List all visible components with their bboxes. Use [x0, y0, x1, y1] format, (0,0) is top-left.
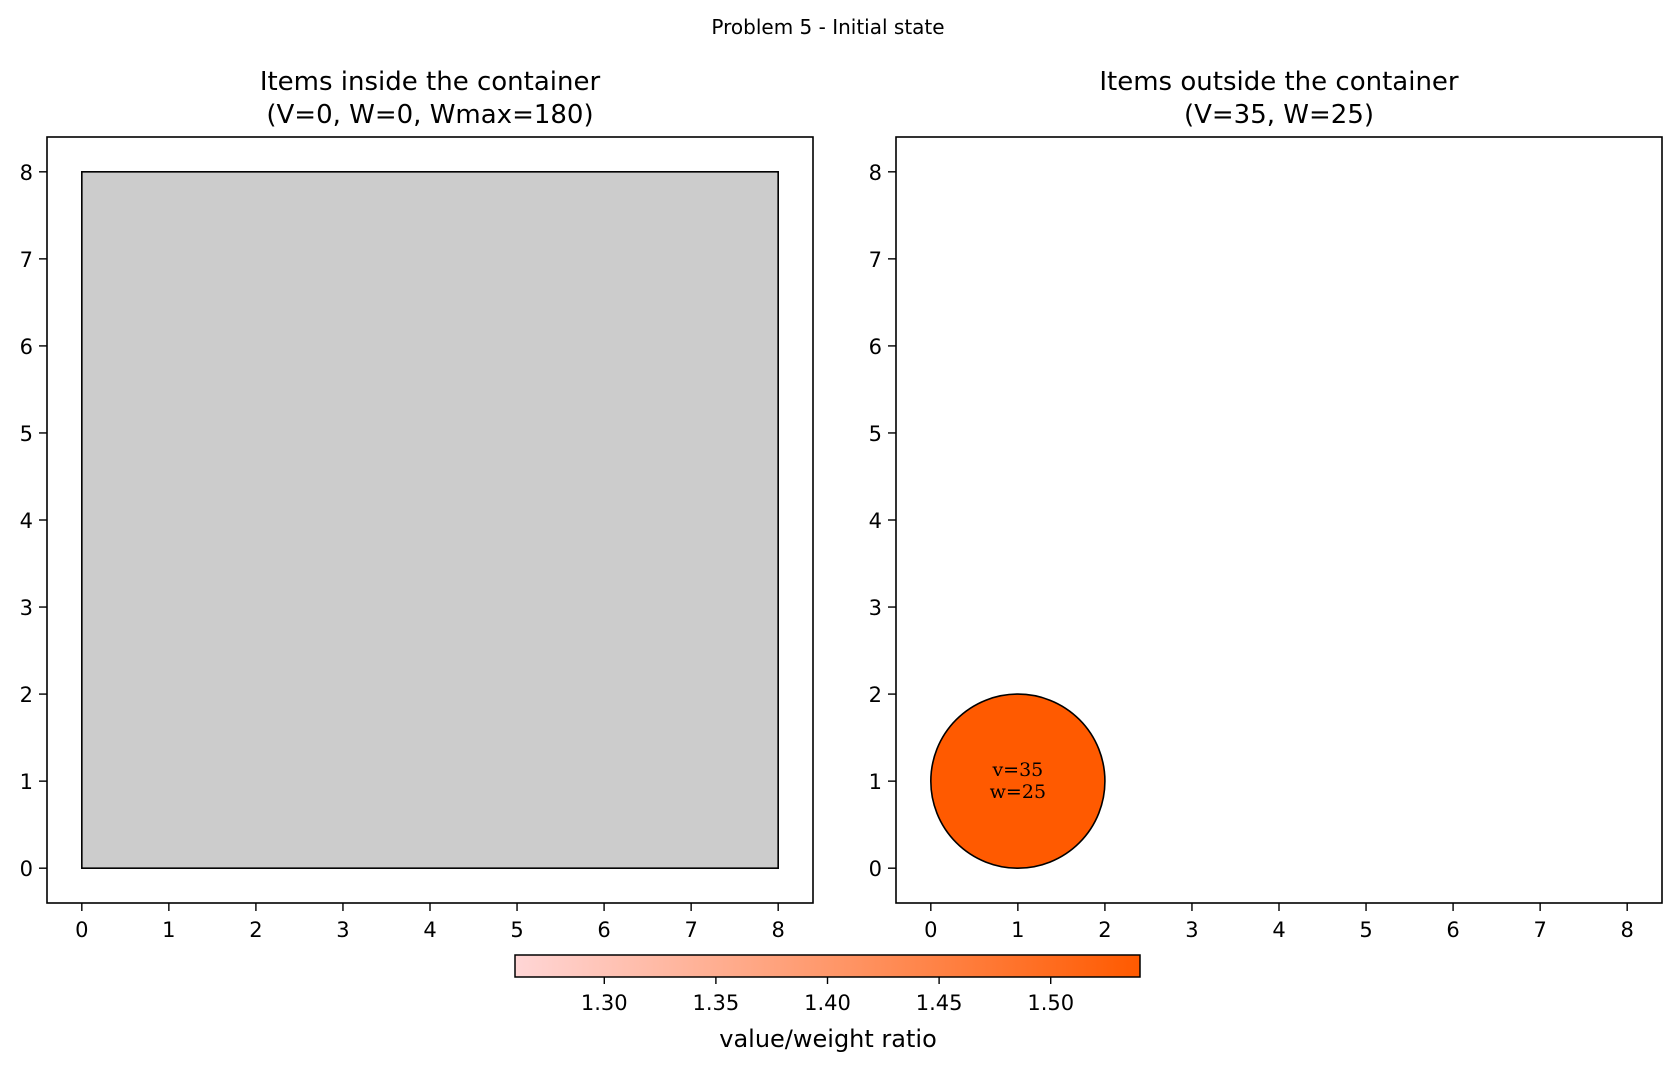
x-tick-label: 3: [336, 918, 349, 942]
x-tick-label: 1: [1011, 918, 1024, 942]
x-tick-label: 6: [597, 918, 610, 942]
panel-items-inside: Items inside the container(V=0, W=0, Wma…: [20, 67, 814, 942]
y-tick-label: 4: [20, 509, 33, 533]
colorbar: 1.30 1.35 1.40 1.45 1.50 value/weight ratio: [514, 954, 1141, 1053]
colorbar-tick-label: 1.30: [581, 991, 628, 1015]
colorbar-ticks: 1.30 1.35 1.40 1.45 1.50: [581, 977, 1074, 1015]
figure-suptitle: Problem 5 - Initial state: [711, 15, 944, 39]
y-tick-label: 2: [20, 683, 33, 707]
y-tick-label: 5: [869, 422, 882, 446]
y-tick-label: 6: [869, 335, 882, 359]
y-tick-label: 5: [20, 422, 33, 446]
panel-title-inside-line-2: (V=0, W=0, Wmax=180): [266, 100, 593, 130]
panel-title-outside-line-1: Items outside the container: [1099, 67, 1459, 97]
x-tick-label: 8: [771, 918, 784, 942]
y-tick-label: 3: [20, 596, 33, 620]
panel-title-outside-line-2: (V=35, W=25): [1184, 100, 1374, 130]
y-tick-label: 3: [869, 596, 882, 620]
x-tick-label: 3: [1185, 918, 1198, 942]
x-tick-label: 5: [510, 918, 523, 942]
x-tick-label: 0: [924, 918, 937, 942]
x-tick-label: 4: [1272, 918, 1285, 942]
x-tick-label: 4: [423, 918, 436, 942]
colorbar-tick-label: 1.40: [804, 991, 851, 1015]
item-circle: [930, 693, 1106, 869]
y-tick-label: 7: [20, 248, 33, 272]
x-tick-label: 8: [1620, 918, 1633, 942]
item-label-line-1: v=35: [991, 759, 1043, 781]
y-tick-label: 0: [20, 857, 33, 881]
y-tick-label: 1: [20, 770, 33, 794]
colorbar-tick-label: 1.35: [693, 991, 740, 1015]
y-tick-label: 1: [869, 770, 882, 794]
x-tick-label: 7: [1533, 918, 1546, 942]
y-tick-label: 8: [20, 161, 33, 185]
panel-items-outside: Items outside the container(V=35, W=25) v…: [869, 67, 1663, 942]
x-tick-label: 5: [1359, 918, 1372, 942]
y-tick-label: 8: [869, 161, 882, 185]
x-tick-label: 1: [162, 918, 175, 942]
x-tick-label: 2: [249, 918, 262, 942]
y-tick-label: 7: [869, 248, 882, 272]
y-tick-label: 6: [20, 335, 33, 359]
colorbar-bar: [514, 954, 1141, 978]
item-label-line-2: w=25: [990, 781, 1046, 803]
x-tick-label: 7: [684, 918, 697, 942]
x-tick-label: 6: [1446, 918, 1459, 942]
panel-title-inside-line-1: Items inside the container: [260, 67, 601, 97]
colorbar-label: value/weight ratio: [719, 1025, 937, 1053]
x-tick-label: 2: [1098, 918, 1111, 942]
container-rect: [81, 171, 779, 869]
colorbar-tick-label: 1.50: [1027, 991, 1074, 1015]
y-tick-label: 4: [869, 509, 882, 533]
y-tick-label: 0: [869, 857, 882, 881]
y-tick-label: 2: [869, 683, 882, 707]
colorbar-tick-label: 1.45: [916, 991, 963, 1015]
x-tick-label: 0: [75, 918, 88, 942]
